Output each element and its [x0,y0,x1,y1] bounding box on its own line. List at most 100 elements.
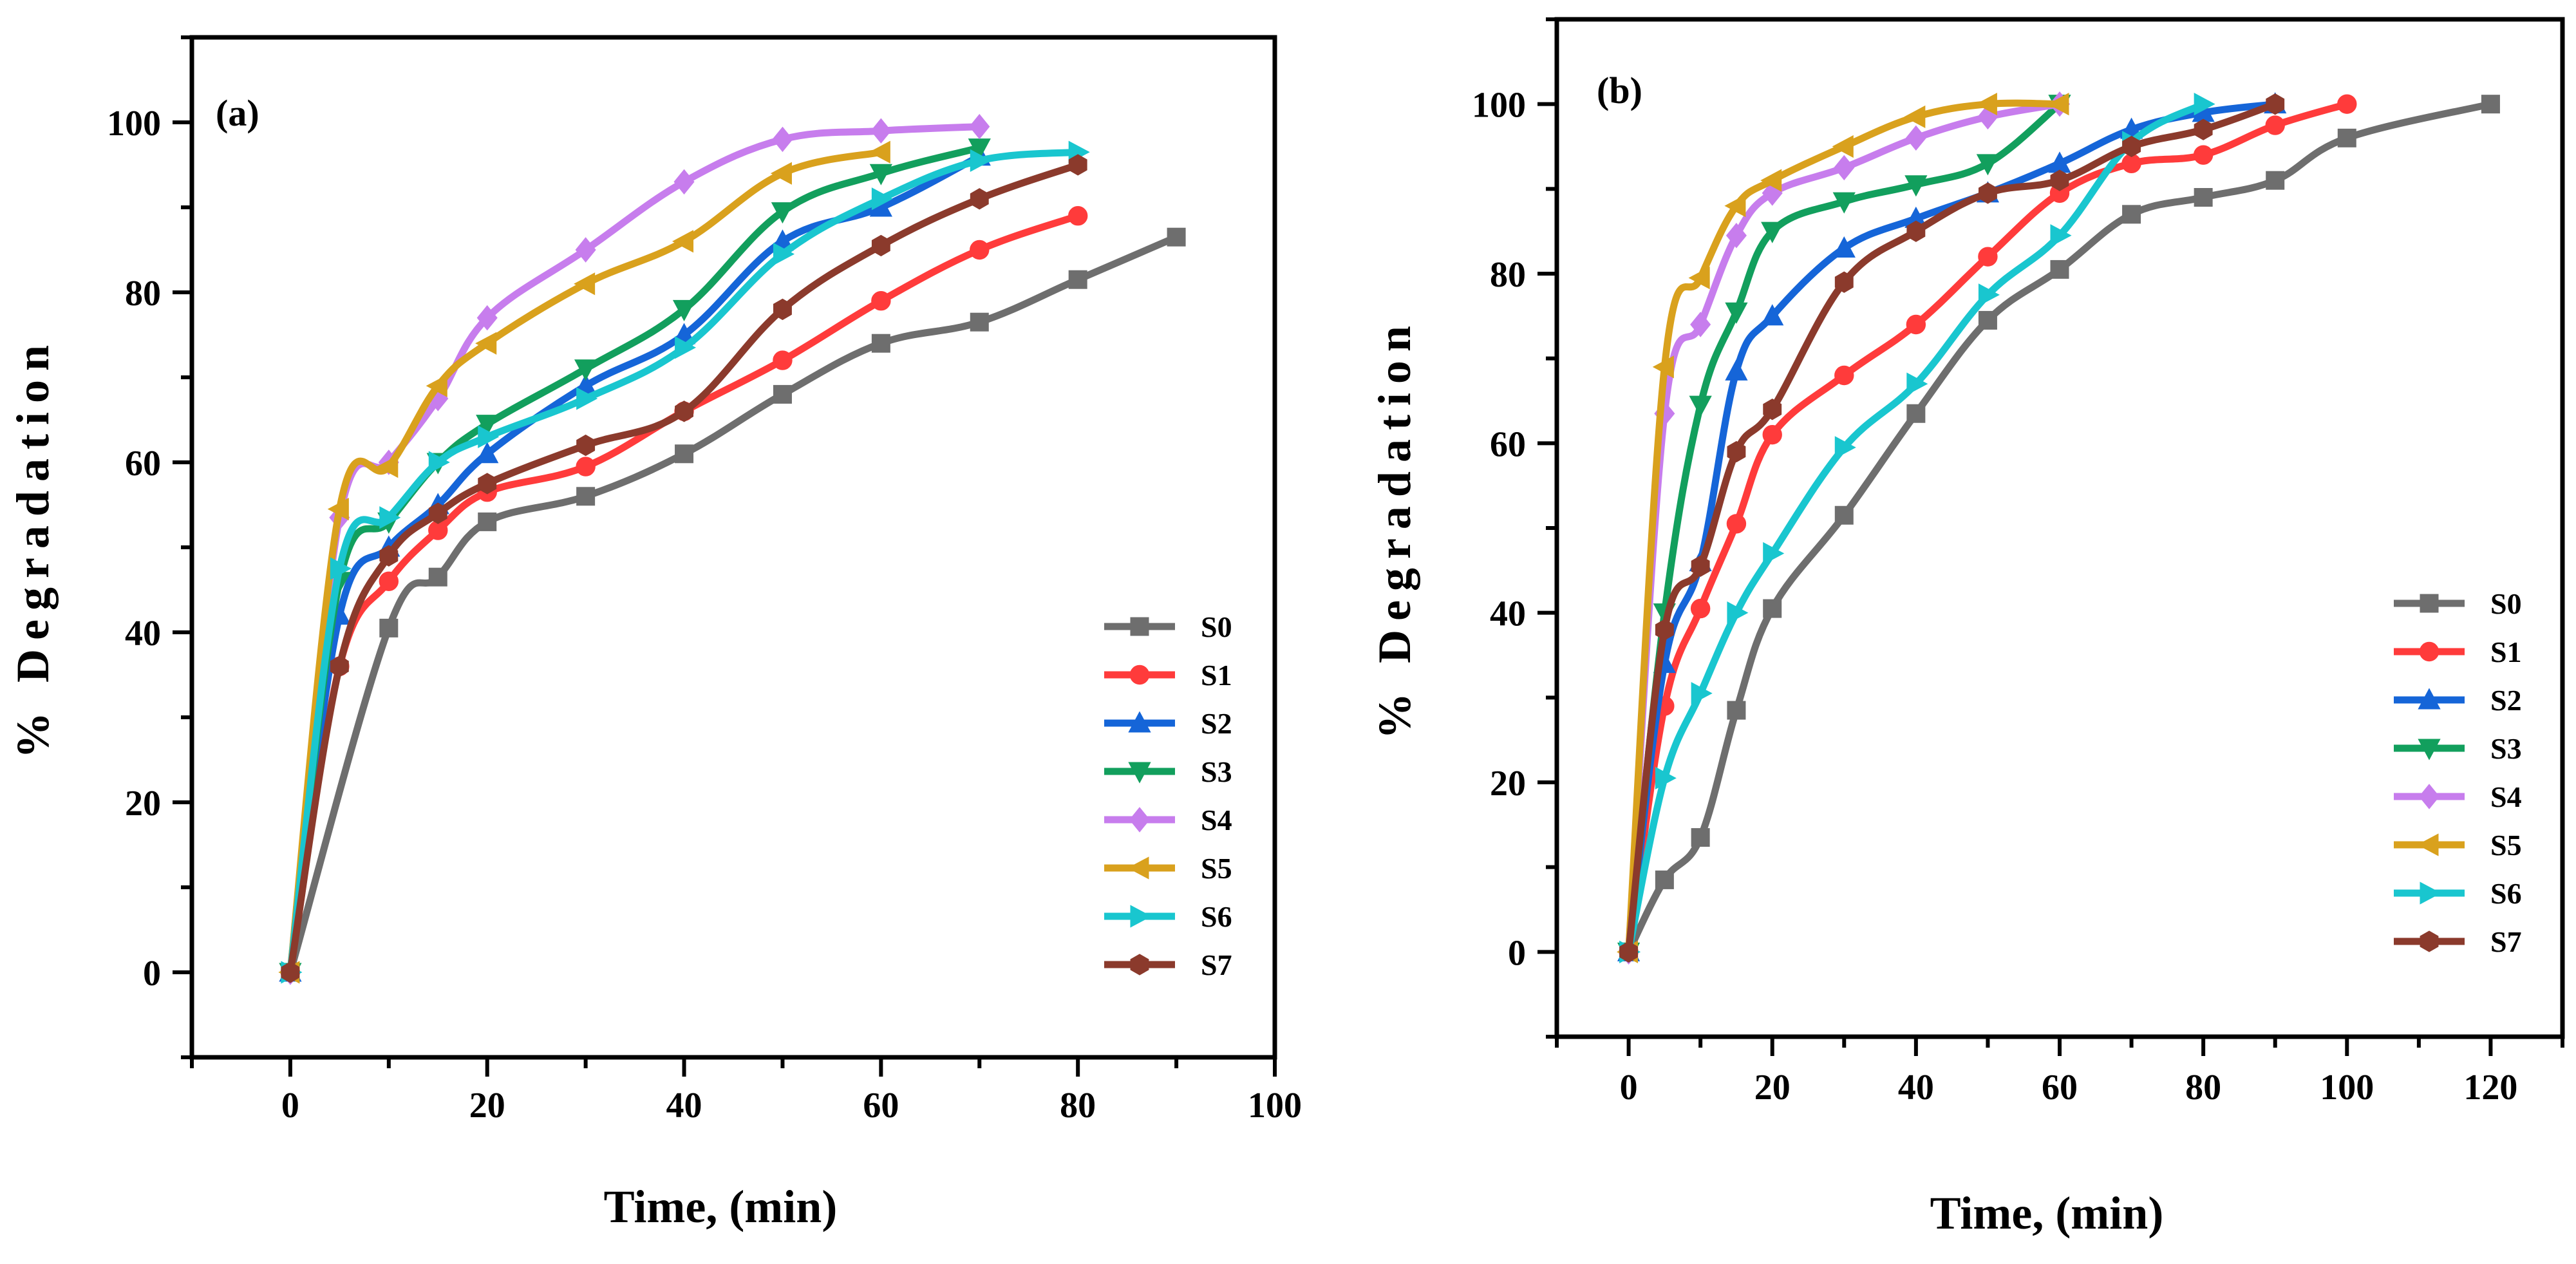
legend-label-S7: S7 [2490,925,2522,958]
legend-label-S4: S4 [2490,780,2522,813]
legend-label-S0: S0 [1201,610,1232,643]
data-point-S7 [1763,398,1782,420]
data-point-S7 [379,545,399,567]
data-point-S6 [330,557,352,580]
data-point-S2 [1832,236,1856,258]
data-point-S7 [675,401,693,422]
legend: S0 S1 S2 S3 S4 S5 S6 S7 [1104,610,1232,981]
y-tick-label: 60 [1490,424,1526,464]
data-point-S0 [2194,188,2213,207]
data-point-S5 [869,140,890,164]
legend-label-S2: S2 [1201,707,1232,740]
data-point-S5 [1652,355,1674,379]
legend-marker-S5 [2417,833,2439,856]
data-point-S2 [1725,359,1748,381]
data-point-S0 [2481,95,2500,114]
data-point-S7 [773,298,792,321]
data-point-S0 [1763,599,1782,618]
data-point-S6 [1727,601,1749,625]
data-point-S6 [428,451,450,474]
y-tick-label: 0 [1508,933,1526,973]
data-point-S7 [1834,271,1854,293]
data-point-S7 [1906,220,1926,242]
legend-marker-S4 [2418,784,2440,809]
data-point-S7 [1727,440,1746,463]
data-point-S7 [871,234,890,257]
y-tick-label: 60 [125,444,161,484]
legend-marker-S6 [1130,905,1152,928]
data-point-S1 [379,571,399,591]
legend-marker-S3 [1128,762,1151,784]
data-point-S0 [773,384,792,404]
data-point-S6 [2050,224,2072,247]
data-point-S3 [476,415,499,437]
data-point-S7 [1691,555,1710,577]
data-point-S7 [281,961,300,983]
legend: S0 S1 S2 S3 S4 S5 S6 S7 [2394,587,2522,958]
data-point-S6 [2194,93,2215,116]
data-point-S7 [2122,135,2141,158]
legend-marker-S4 [1129,807,1151,833]
y-tick-label: 100 [107,104,161,144]
data-point-S1 [773,350,793,370]
panel-label: (b) [1597,70,1642,111]
series-line-S7 [1625,100,2279,956]
legend-label-S3: S3 [1201,755,1232,788]
legend-label-S3: S3 [2490,732,2522,765]
data-point-S7 [478,473,497,495]
data-point-S3 [1832,192,1856,214]
data-point-S0 [1691,828,1710,847]
legend-label-S0: S0 [2490,587,2522,620]
x-tick-label: 80 [2185,1068,2221,1108]
legend-marker-S2 [2418,688,2441,710]
series-S7 [1619,93,2285,963]
series-S7 [281,154,1087,983]
data-point-S0 [970,312,989,332]
x-axis-title: Time, (min) [1930,1187,2164,1239]
chart-panel-b: 0 20 40 60 80 100 120 0 20 40 60 80 100 Time, (min) % … [1369,17,2565,1239]
data-point-S5 [574,272,596,296]
legend-marker-S3 [2418,739,2441,760]
data-point-S0 [1906,404,1926,423]
data-point-S7 [330,656,349,677]
data-point-S3 [1761,222,1784,243]
x-tick-label: 100 [2320,1068,2374,1108]
data-point-S0 [478,512,497,531]
data-point-S3 [869,164,892,185]
data-point-S3 [771,202,794,224]
data-point-S0 [2337,128,2356,147]
x-tick-label: 0 [281,1086,299,1126]
data-point-S5 [1760,169,1782,192]
data-point-S1 [1906,314,1926,335]
data-point-S3 [672,299,696,321]
data-point-S4 [772,126,793,153]
data-point-S4 [1690,312,1711,337]
y-axis-title: % Degradation [1369,317,1420,739]
legend-marker-S6 [2420,882,2441,905]
data-point-S6 [1655,766,1677,790]
data-point-S2 [476,442,499,464]
data-point-S7 [428,502,447,524]
data-point-S6 [478,425,500,449]
data-point-S7 [1978,182,1997,204]
chart-panel-a: 0 20 40 60 80 100 0 20 40 60 80 100 Time, (min) % Deg… [7,35,1302,1232]
data-point-S7 [1068,154,1087,176]
data-point-S0 [1068,270,1087,289]
data-point-S3 [1904,175,1928,197]
data-point-S7 [1655,619,1674,641]
x-axis-title: Time, (min) [604,1181,838,1232]
data-point-S0 [1978,310,1997,330]
data-point-S0 [1655,870,1674,889]
data-point-S6 [970,149,992,173]
data-point-S5 [475,332,497,355]
data-point-S1 [2337,94,2357,114]
data-point-S4 [1905,125,1926,151]
legend-label-S6: S6 [1201,900,1232,933]
data-point-S4 [673,169,695,195]
data-point-S3 [1725,302,1748,324]
data-point-S1 [1834,365,1854,386]
legend-marker-S5 [1127,856,1149,880]
data-point-S5 [2047,93,2069,116]
legend-label-S1: S1 [1201,659,1232,692]
